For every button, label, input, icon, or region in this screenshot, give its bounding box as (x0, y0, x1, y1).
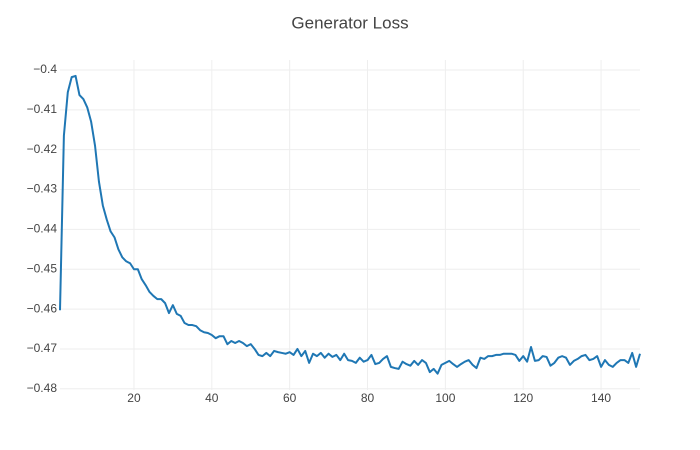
x-tick-label: 120 (513, 391, 533, 405)
y-tick-label: −0.47 (27, 341, 58, 355)
y-tick-label: −0.42 (27, 142, 58, 156)
y-tick-label: −0.48 (27, 381, 58, 395)
x-tick-label: 20 (127, 391, 141, 405)
y-tick-label: −0.46 (27, 301, 58, 315)
y-tick-label: −0.44 (27, 222, 58, 236)
chart-title: Generator Loss (291, 13, 408, 32)
y-tick-label: −0.43 (27, 182, 58, 196)
y-tick-label: −0.45 (27, 261, 58, 275)
x-tick-label: 140 (591, 391, 611, 405)
x-tick-label: 80 (361, 391, 375, 405)
x-tick-label: 40 (205, 391, 219, 405)
y-tick-label: −0.41 (27, 102, 58, 116)
y-tick-label: −0.4 (33, 62, 57, 76)
x-tick-label: 60 (283, 391, 297, 405)
line-series (59, 74, 641, 375)
x-tick-label: 100 (435, 391, 455, 405)
